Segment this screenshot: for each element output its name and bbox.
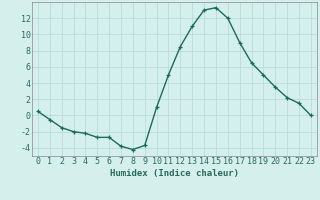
X-axis label: Humidex (Indice chaleur): Humidex (Indice chaleur) — [110, 169, 239, 178]
